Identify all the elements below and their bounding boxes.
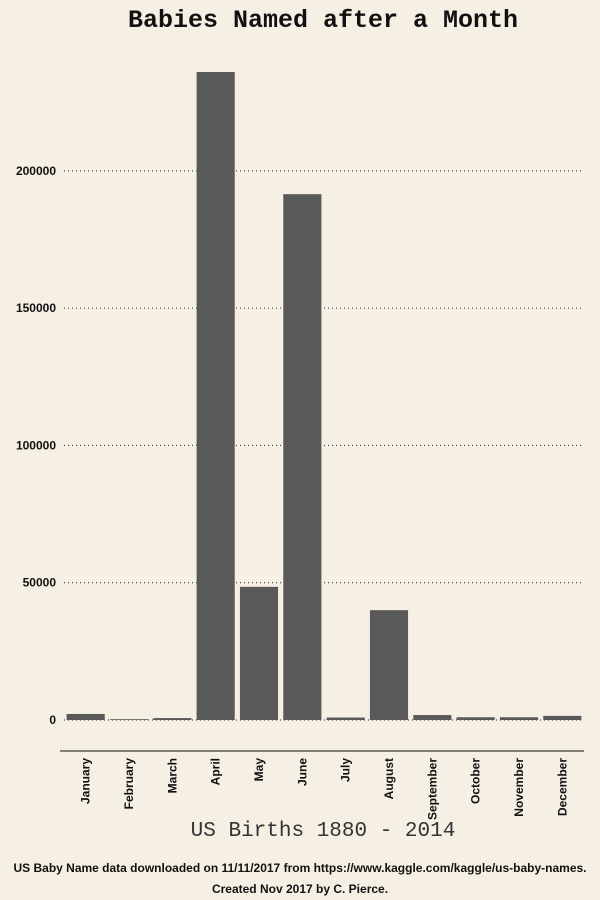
x-tick-label: June: [295, 758, 309, 786]
bar-july: [326, 717, 365, 720]
bar-june: [283, 194, 322, 720]
bar-february: [109, 719, 149, 720]
y-tick-label: 100000: [16, 438, 56, 452]
x-tick-label: April: [209, 758, 223, 785]
y-tick-label: 50000: [23, 576, 57, 590]
bar-november: [499, 717, 539, 720]
y-axis-tick-labels: 0 50000 100000 150000 200000: [16, 164, 56, 727]
bar-september: [413, 715, 452, 720]
gridlines: [64, 170, 584, 721]
y-tick-label: 150000: [16, 301, 56, 315]
x-tick-label: January: [79, 758, 93, 804]
x-tick-label: October: [469, 758, 483, 804]
data-source-caption: US Baby Name data downloaded on 11/11/20…: [13, 861, 587, 875]
author-caption: Created Nov 2017 by C. Pierce.: [211, 882, 389, 896]
x-axis-tick-labels: January February March April May June July Augu…: [79, 758, 570, 820]
x-tick-label: July: [339, 758, 353, 782]
chart-title: Babies Named after a Month: [127, 6, 519, 35]
x-tick-label: September: [425, 758, 439, 820]
bar-january: [66, 713, 105, 720]
x-tick-label: March: [165, 758, 179, 793]
x-axis-title: US Births 1880 - 2014: [190, 820, 456, 843]
bar-may: [239, 586, 279, 720]
y-tick-label: 0: [49, 713, 56, 727]
bar-april: [196, 72, 235, 720]
bars: [66, 72, 582, 720]
bar-march: [153, 718, 192, 720]
x-tick-label: February: [122, 758, 136, 810]
x-tick-label: December: [555, 758, 569, 816]
bar-october: [456, 717, 495, 720]
bar-august: [369, 610, 409, 720]
x-tick-label: November: [512, 758, 526, 817]
bar-december: [543, 715, 582, 720]
x-tick-label: May: [252, 758, 266, 782]
y-tick-label: 200000: [16, 164, 56, 178]
x-tick-label: August: [382, 758, 396, 799]
